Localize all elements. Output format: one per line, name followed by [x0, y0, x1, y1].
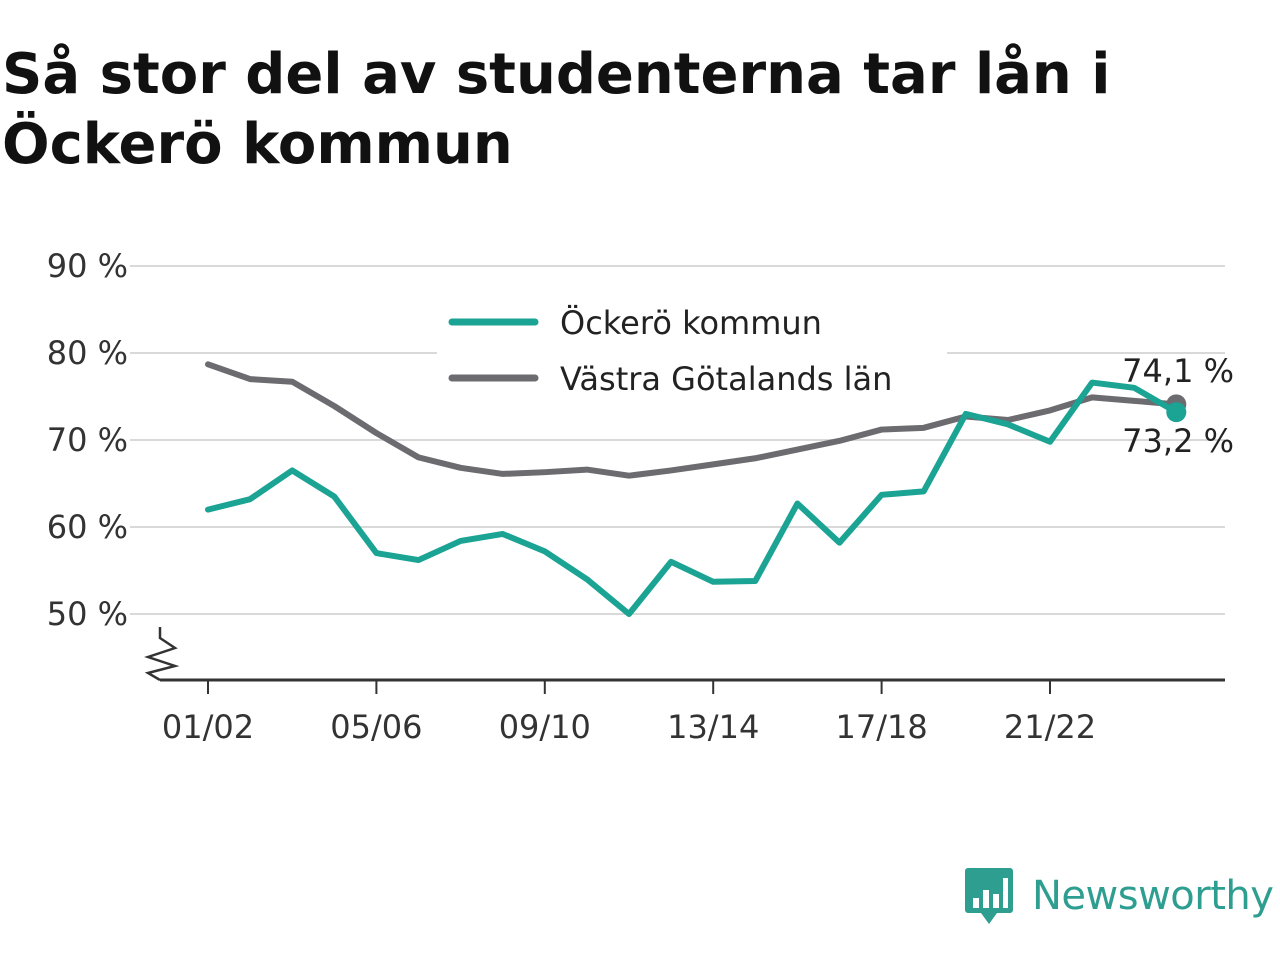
legend-label: Västra Götalands län [560, 360, 892, 398]
y-tick-label: 80 % [47, 334, 128, 372]
end-labels: 74,1 % 73,2 % [1122, 352, 1234, 460]
chart-title: Så stor del av studenterna tar lån i Öck… [2, 42, 1111, 177]
axes [144, 627, 1225, 682]
x-tick-label: 01/02 [162, 708, 254, 746]
newsworthy-brand: Newsworthy [964, 866, 1274, 926]
x-tick-label: 13/14 [667, 708, 759, 746]
y-axis-ticks: 50 % 60 % 70 % 80 % 90 % [47, 247, 128, 633]
newsworthy-logo-icon [965, 868, 1013, 924]
y-tick-label: 70 % [47, 421, 128, 459]
legend: Öckerö kommun Västra Götalands län [437, 292, 947, 404]
x-tick-label: 17/18 [835, 708, 927, 746]
series-line-1 [205, 361, 1180, 479]
brand-name: Newsworthy [1032, 873, 1274, 919]
legend-box [437, 292, 947, 404]
end-label-vastra-gotaland: 74,1 % [1122, 352, 1234, 390]
y-tick-label: 90 % [47, 247, 128, 285]
x-axis-ticks: 01/02 05/06 09/10 13/14 17/18 21/22 [162, 680, 1096, 746]
y-tick-label: 50 % [47, 595, 128, 633]
series-end-point-0 [1166, 402, 1187, 423]
series-lines [205, 361, 1187, 617]
x-tick-label: 21/22 [1004, 708, 1096, 746]
legend-label: Öckerö kommun [560, 304, 822, 342]
y-tick-label: 60 % [47, 508, 128, 546]
axis-break-marker [144, 627, 180, 682]
end-label-ockero: 73,2 % [1122, 422, 1234, 460]
series-line-0 [205, 379, 1180, 617]
x-tick-label: 05/06 [330, 708, 422, 746]
x-tick-label: 09/10 [499, 708, 591, 746]
